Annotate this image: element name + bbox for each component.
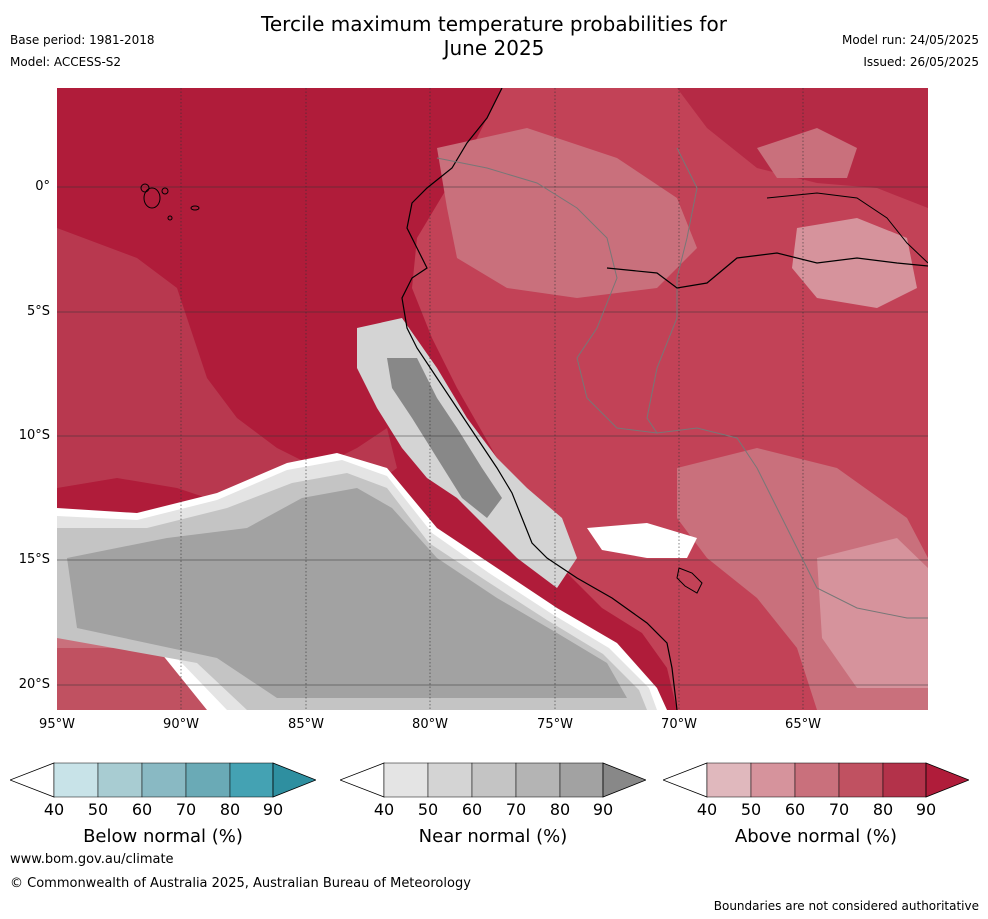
cb2-label: Near normal (%) xyxy=(418,826,568,847)
model-name: Model: ACCESS-S2 xyxy=(10,55,122,69)
colorbar-near-normal: 40 50 60 70 80 90 Near normal (%) xyxy=(338,762,648,852)
cb1-tick-3: 70 xyxy=(175,800,197,819)
footer-url: www.bom.gov.au/climate xyxy=(10,852,174,867)
base-period: Base period: 1981-2018 xyxy=(10,33,155,47)
cb1-tick-5: 90 xyxy=(262,800,284,819)
issued-date: Issued: 26/05/2025 xyxy=(863,55,979,69)
colorbar-above-swatches xyxy=(661,762,971,798)
x-tick-2: 85°W xyxy=(288,717,324,732)
cb3-tick-2: 60 xyxy=(784,800,806,819)
cb3-tick-5: 90 xyxy=(915,800,937,819)
white-above-coast xyxy=(587,523,697,558)
cb3-tick-4: 80 xyxy=(872,800,894,819)
cb3-tick-1: 50 xyxy=(740,800,762,819)
coastal-near-normal-dark xyxy=(387,358,502,518)
title-line-2: June 2025 xyxy=(443,36,545,60)
chart-title: Tercile maximum temperature probabilitie… xyxy=(0,12,988,60)
cb1-tick-2: 60 xyxy=(131,800,153,819)
border-line-2 xyxy=(646,147,698,434)
footer-disclaimer: Boundaries are not considered authoritat… xyxy=(713,899,979,913)
title-line-1: Tercile maximum temperature probabilitie… xyxy=(261,12,727,36)
cb1-tick-1: 50 xyxy=(87,800,109,819)
cb2-tick-0: 40 xyxy=(373,800,395,819)
cb2-tick-5: 90 xyxy=(592,800,614,819)
x-tick-6: 65°W xyxy=(785,717,821,732)
x-tick-3: 80°W xyxy=(412,717,448,732)
x-tick-1: 90°W xyxy=(163,717,199,732)
colorbar-below-normal: 40 50 60 70 80 90 Below normal (%) xyxy=(8,762,318,852)
probability-map xyxy=(57,88,928,710)
cb1-label: Below normal (%) xyxy=(83,826,243,847)
x-tick-0: 95°W xyxy=(39,717,75,732)
cb2-tick-3: 70 xyxy=(505,800,527,819)
land-ne-70 xyxy=(757,128,857,178)
y-tick-2: 10°S xyxy=(18,428,50,443)
cb3-tick-0: 40 xyxy=(696,800,718,819)
east-50 xyxy=(817,538,928,688)
amazon-70 xyxy=(437,128,697,298)
lat-lines xyxy=(57,186,928,686)
amazon-east-60 xyxy=(792,218,917,308)
cb2-tick-2: 60 xyxy=(461,800,483,819)
colorbar-near-swatches xyxy=(338,762,648,798)
near-normal-70 xyxy=(67,488,627,698)
footer-copyright: © Commonwealth of Australia 2025, Austra… xyxy=(10,876,471,891)
cb2-tick-1: 50 xyxy=(417,800,439,819)
amazon-river xyxy=(606,252,928,289)
cb1-tick-0: 40 xyxy=(43,800,65,819)
galapagos-islands xyxy=(140,183,200,221)
coastline xyxy=(401,88,678,710)
y-tick-3: 15°S xyxy=(18,552,50,567)
ocean-80-band xyxy=(57,228,397,518)
x-tick-4: 75°W xyxy=(537,717,573,732)
cb3-label: Above normal (%) xyxy=(734,826,898,847)
y-tick-4: 20°S xyxy=(18,677,50,692)
y-tick-0: 0° xyxy=(35,179,50,194)
border-line xyxy=(436,157,928,619)
meta-right: Model run: 24/05/2025 Issued: 26/05/2025 xyxy=(842,29,979,73)
colorbar-below-swatches xyxy=(8,762,318,798)
y-tick-1: 5°S xyxy=(26,304,50,319)
cb1-tick-4: 80 xyxy=(219,800,241,819)
model-run: Model run: 24/05/2025 xyxy=(841,33,979,47)
amazon-river-north xyxy=(766,192,928,264)
colorbar-above-normal: 40 50 60 70 80 90 Above normal (%) xyxy=(661,762,971,852)
x-tick-5: 70°W xyxy=(661,717,697,732)
meta-left: Base period: 1981-2018 Model: ACCESS-S2 xyxy=(10,29,155,73)
cb2-tick-4: 80 xyxy=(549,800,571,819)
gridlines xyxy=(180,88,804,710)
lake-titicaca xyxy=(676,567,703,594)
cb3-tick-3: 70 xyxy=(828,800,850,819)
